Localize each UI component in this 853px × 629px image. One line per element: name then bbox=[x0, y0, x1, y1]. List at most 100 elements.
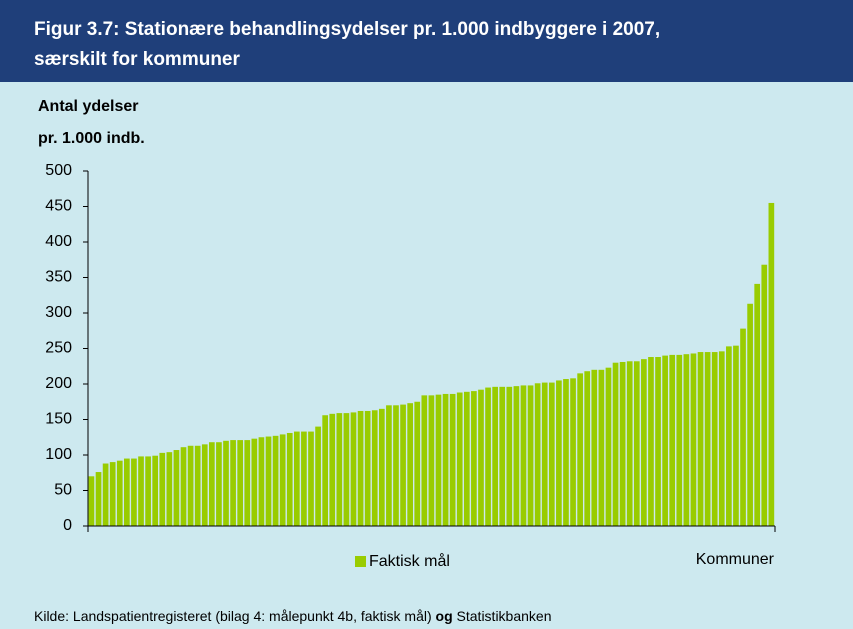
header bbox=[0, 0, 853, 82]
bar bbox=[754, 283, 761, 526]
bar bbox=[726, 346, 732, 526]
bar bbox=[230, 440, 236, 526]
bar bbox=[272, 435, 279, 526]
bar bbox=[492, 386, 498, 526]
bar bbox=[506, 386, 513, 526]
bar bbox=[527, 385, 534, 526]
y-tick-label: 450 bbox=[45, 198, 72, 215]
y-tick-label: 400 bbox=[45, 233, 72, 250]
bar bbox=[265, 436, 272, 526]
source-text: og bbox=[436, 608, 453, 624]
bar bbox=[364, 410, 371, 526]
bar bbox=[378, 408, 385, 526]
bar bbox=[428, 395, 435, 526]
bar bbox=[371, 410, 378, 526]
bar bbox=[747, 303, 753, 526]
source-text: Statistikbanken bbox=[457, 608, 552, 624]
bar bbox=[159, 452, 166, 526]
bar bbox=[187, 445, 194, 526]
bar bbox=[293, 431, 300, 526]
bar bbox=[463, 391, 470, 526]
bar bbox=[584, 371, 591, 526]
bar bbox=[258, 437, 265, 526]
bar bbox=[166, 452, 173, 526]
bar bbox=[683, 354, 690, 526]
y-tick-label: 150 bbox=[45, 411, 72, 428]
bar bbox=[152, 455, 159, 526]
bar bbox=[690, 353, 697, 526]
bar bbox=[556, 380, 562, 526]
bar bbox=[244, 440, 251, 526]
bar bbox=[541, 382, 548, 526]
bar bbox=[308, 431, 314, 526]
bar bbox=[669, 354, 676, 526]
bar bbox=[145, 456, 151, 526]
bar bbox=[633, 361, 640, 526]
bar bbox=[209, 442, 215, 526]
bar bbox=[697, 352, 704, 526]
bar bbox=[471, 391, 477, 526]
bar bbox=[478, 389, 484, 526]
y-tick-label: 350 bbox=[45, 269, 72, 286]
bar bbox=[619, 361, 626, 526]
bar bbox=[216, 442, 222, 526]
bar bbox=[95, 472, 102, 526]
bar bbox=[131, 458, 137, 526]
bar bbox=[109, 462, 116, 526]
bar bbox=[563, 379, 569, 526]
bar bbox=[88, 476, 95, 526]
bar bbox=[626, 361, 633, 526]
y-tick-label: 0 bbox=[63, 517, 72, 534]
bar bbox=[456, 392, 463, 526]
bar bbox=[251, 438, 258, 526]
y-tick-label: 200 bbox=[45, 375, 72, 392]
bar bbox=[393, 405, 399, 526]
bar bbox=[357, 410, 364, 526]
bar bbox=[761, 264, 768, 526]
bar bbox=[768, 202, 775, 526]
source: Kilde: Landspatientregisteret (bilag 4: … bbox=[34, 608, 552, 624]
y-tick-label: 100 bbox=[45, 446, 72, 463]
legend-swatch bbox=[355, 556, 366, 567]
y-tick-label: 50 bbox=[54, 482, 72, 499]
bar bbox=[116, 460, 123, 526]
bar bbox=[655, 357, 661, 526]
bar bbox=[336, 413, 343, 526]
y-axis-label: Antal ydelser bbox=[38, 98, 138, 115]
bar bbox=[343, 413, 350, 526]
y-tick-label: 250 bbox=[45, 340, 72, 357]
bar bbox=[315, 426, 321, 526]
bar bbox=[577, 373, 583, 526]
bar bbox=[350, 412, 357, 526]
bar bbox=[648, 357, 654, 526]
bar bbox=[442, 393, 449, 526]
bar bbox=[499, 386, 506, 526]
bar bbox=[520, 385, 527, 526]
bar bbox=[329, 413, 336, 526]
bar bbox=[414, 401, 421, 526]
bar bbox=[718, 351, 725, 526]
bar bbox=[223, 440, 229, 526]
bar bbox=[286, 432, 293, 526]
bar bbox=[704, 352, 711, 526]
bar bbox=[641, 359, 647, 526]
bar bbox=[322, 415, 329, 526]
bar bbox=[400, 404, 406, 526]
bar bbox=[386, 405, 392, 526]
bar bbox=[102, 463, 109, 526]
bar bbox=[548, 382, 555, 526]
bar bbox=[485, 387, 491, 526]
bar bbox=[598, 369, 605, 526]
bar bbox=[138, 456, 144, 526]
y-tick-label: 500 bbox=[45, 162, 72, 179]
bar bbox=[662, 355, 668, 526]
bar bbox=[194, 445, 201, 526]
bar bbox=[534, 383, 541, 526]
y-axis-label: pr. 1.000 indb. bbox=[38, 130, 145, 147]
bar bbox=[301, 431, 307, 526]
chart-title: Figur 3.7: Stationære behandlingsydelser… bbox=[34, 19, 660, 40]
source-text: Kilde: Landspatientregisteret (bilag 4: … bbox=[34, 608, 432, 624]
bar bbox=[407, 403, 413, 526]
